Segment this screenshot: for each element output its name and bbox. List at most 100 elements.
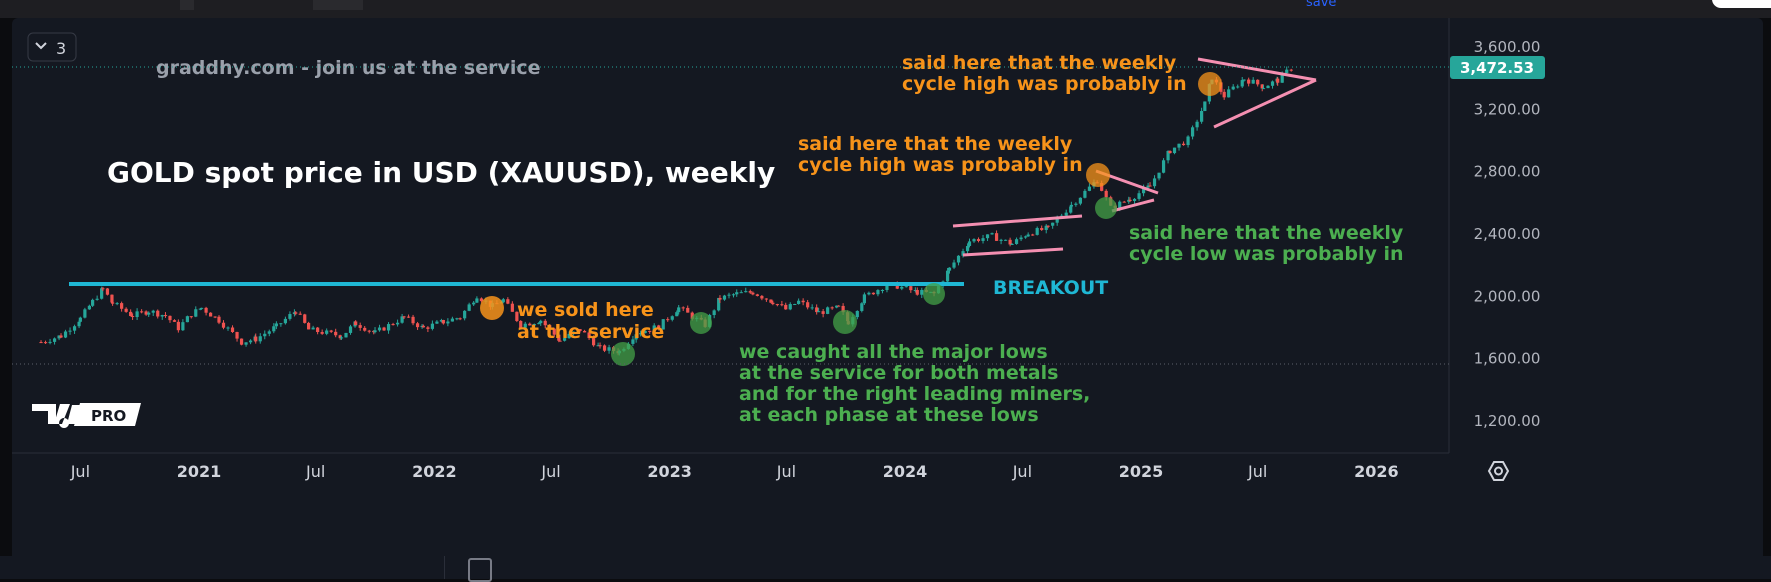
candle-body xyxy=(631,339,635,344)
candle-body xyxy=(751,292,755,295)
candle-body xyxy=(797,300,801,305)
candle-body xyxy=(523,323,527,328)
candle-body xyxy=(263,333,267,337)
tradingview-logo[interactable]: PRO xyxy=(32,403,141,428)
candle-body xyxy=(810,307,814,309)
low-marker xyxy=(833,310,857,334)
candle-body xyxy=(230,327,235,333)
candle-body xyxy=(643,330,647,334)
candle-body xyxy=(354,321,358,326)
candle-body xyxy=(1240,80,1244,87)
candle-body xyxy=(718,297,722,300)
candle-body xyxy=(87,305,91,310)
candle-body xyxy=(1152,178,1157,187)
candle-body xyxy=(334,331,338,336)
candle-body xyxy=(279,323,283,325)
candle-body xyxy=(52,338,57,342)
candle-body xyxy=(48,341,52,343)
candle-body xyxy=(105,288,110,295)
y-tick-label: 3,200.00 xyxy=(1474,100,1541,118)
candle-body xyxy=(1289,69,1293,71)
settings-gear-icon xyxy=(1487,461,1510,481)
toolbar-segment[interactable] xyxy=(313,0,363,10)
candle-body xyxy=(274,323,278,327)
candle-body xyxy=(885,285,889,291)
candle-body xyxy=(78,317,82,322)
candle-body xyxy=(947,267,952,271)
candle-body xyxy=(411,316,415,324)
candle-body xyxy=(467,304,471,311)
candle-body xyxy=(472,302,476,305)
settings-button[interactable] xyxy=(1487,461,1510,481)
candle-body xyxy=(681,307,685,309)
candle-body xyxy=(717,297,721,311)
candle-body xyxy=(1146,185,1150,188)
candle-body xyxy=(348,326,353,333)
y-tick-label: 2,000.00 xyxy=(1474,287,1541,305)
candle-body xyxy=(1280,73,1284,83)
candle-body xyxy=(1172,147,1177,154)
candle-body xyxy=(1157,172,1161,179)
candle-body xyxy=(528,323,532,326)
calendar-icon[interactable] xyxy=(468,558,492,582)
caught-line: and for the right leading miners, xyxy=(739,383,1090,405)
candle-body xyxy=(1190,127,1195,137)
low-line: said here that the weekly xyxy=(1129,222,1404,244)
chart-panel[interactable]: graddhy.com - join us at the service GOL… xyxy=(12,18,1763,568)
y-tick-label: 1,600.00 xyxy=(1474,350,1541,368)
time-axis[interactable] xyxy=(12,454,1449,488)
current-price-value: 3,472.53 xyxy=(1460,59,1534,77)
current-price-tag xyxy=(1450,56,1545,79)
candle-body xyxy=(855,310,859,318)
candle-body xyxy=(386,324,391,331)
candle-body xyxy=(913,289,917,291)
candle-body xyxy=(311,327,315,330)
candle-body xyxy=(1035,228,1039,235)
candle-body xyxy=(129,311,133,317)
candle-body xyxy=(458,318,462,320)
candle-body xyxy=(329,330,333,332)
account-button[interactable] xyxy=(1712,0,1771,8)
candle-body xyxy=(221,322,226,328)
save-button[interactable]: save xyxy=(1306,0,1337,10)
candle-body xyxy=(1046,225,1050,227)
high2-line: cycle high was probably in xyxy=(902,73,1187,95)
candle-body xyxy=(204,307,208,313)
caught-line: we caught all the major lows xyxy=(739,341,1048,363)
candle-body xyxy=(1137,193,1141,199)
candle-body xyxy=(303,314,307,323)
candle-body xyxy=(748,291,752,293)
price-axis[interactable] xyxy=(1449,18,1763,453)
candle-body xyxy=(226,327,230,329)
toolbar-segment[interactable] xyxy=(180,0,194,10)
price-chart[interactable]: graddhy.com - join us at the service GOL… xyxy=(12,18,1763,568)
candle-body xyxy=(548,325,552,329)
legend-count: 3 xyxy=(56,39,66,58)
candle-body xyxy=(909,286,913,291)
candle-body xyxy=(43,342,48,344)
bottom-toolbar xyxy=(0,556,1771,582)
candle-body xyxy=(1069,206,1073,213)
y-tick-label: 2,800.00 xyxy=(1474,163,1541,181)
candle-body xyxy=(519,320,523,328)
candle-body xyxy=(817,311,821,313)
candle-body xyxy=(1128,199,1132,201)
candle-body xyxy=(837,305,841,307)
candle-body xyxy=(871,292,876,295)
candle-body xyxy=(598,345,602,347)
candle-body xyxy=(283,318,287,324)
candle-body xyxy=(1026,234,1030,237)
candle-body xyxy=(441,320,445,324)
low-marker xyxy=(611,342,635,366)
candle-body xyxy=(652,325,656,332)
legend-toggle-button[interactable]: 3 xyxy=(27,32,77,62)
high-marker xyxy=(1198,72,1222,96)
chevron-down-icon xyxy=(35,42,47,50)
candle-body xyxy=(1064,212,1068,216)
candle-body xyxy=(130,316,135,318)
watermark-text: graddhy.com - join us at the service xyxy=(156,57,541,79)
candle-body xyxy=(788,304,792,310)
candle-body xyxy=(358,325,362,328)
x-tick-label: Jul xyxy=(540,462,560,481)
candle-body xyxy=(578,329,582,331)
